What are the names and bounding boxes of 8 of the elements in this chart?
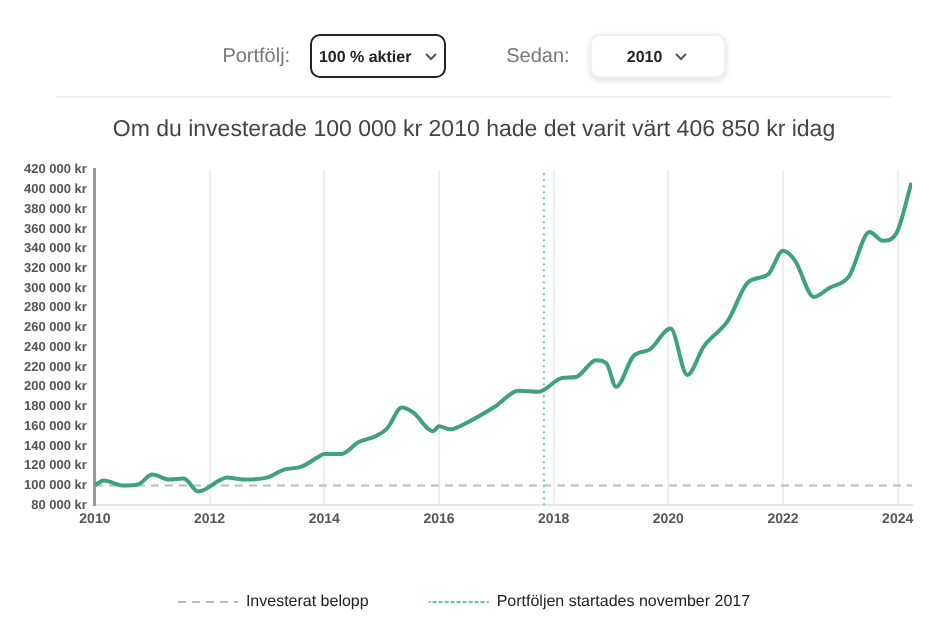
text: 2010 [589, 34, 726, 78]
text: 100 % aktier [310, 34, 447, 78]
legend-label: Portföljen startades november 2017 [496, 592, 752, 611]
text: Sedan: [506, 45, 570, 67]
line-series [94, 180, 912, 494]
chart-title: Om du investerade 100 000 kr 2010 hade det varit värt 406 850 kr idag [110, 116, 838, 146]
text: Portfölj: [222, 45, 291, 67]
legend-label: Investerat belopp [245, 592, 370, 611]
